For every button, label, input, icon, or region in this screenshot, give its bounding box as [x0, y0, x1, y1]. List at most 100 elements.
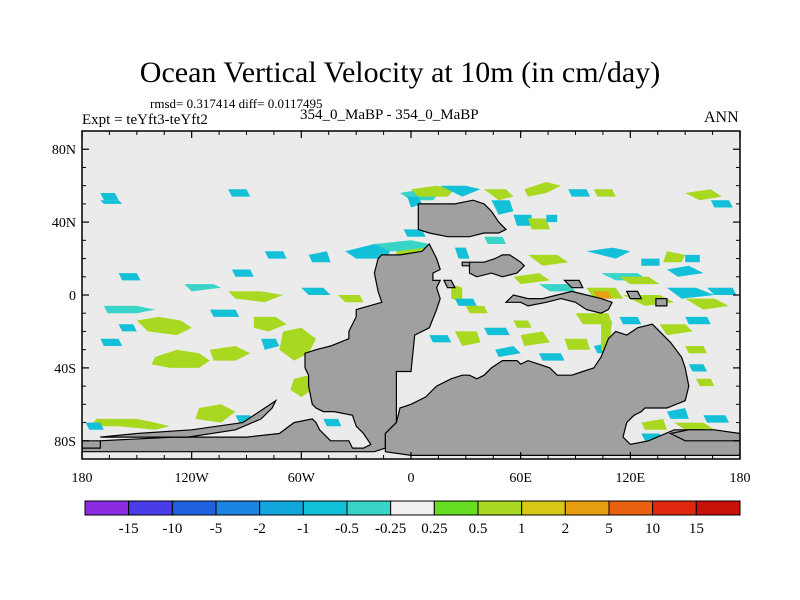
contour-patch: [546, 214, 558, 223]
y-tick-label: 40N: [52, 216, 76, 231]
contour-patch: [136, 316, 192, 336]
contour-patch: [308, 251, 331, 263]
colorbar-swatch: [259, 500, 304, 516]
contour-patch: [491, 200, 514, 215]
contour-patch: [528, 254, 569, 266]
contour-patch: [264, 251, 287, 259]
x-tick-label: 120W: [175, 471, 210, 486]
contour-patch: [513, 214, 532, 226]
x-tick-label: 60W: [288, 471, 316, 486]
contour-patch: [641, 258, 660, 266]
colorbar-swatch: [346, 500, 392, 516]
contour-patch: [663, 251, 686, 263]
colorbar-label: -5: [210, 521, 223, 537]
contour-patch: [666, 265, 704, 277]
contour-patch: [345, 244, 393, 259]
land-mask: [468, 254, 526, 278]
contour-patch: [484, 327, 510, 336]
case-label: 354_0_MaBP - 354_0_MaBP: [300, 107, 479, 123]
contour-patch: [231, 269, 254, 277]
contour-patch: [465, 305, 488, 314]
colorbar-label: 0.5: [469, 521, 488, 537]
land-mask: [82, 440, 101, 449]
contour-patch: [696, 378, 715, 387]
colorbar-swatch: [521, 500, 566, 516]
y-tick-label: 0: [69, 289, 76, 304]
contour-patch: [228, 189, 251, 197]
contour-patch: [593, 189, 616, 197]
contour-patch: [484, 189, 514, 201]
contour-patch: [575, 313, 613, 325]
contour-patch: [151, 349, 210, 368]
contour-patch: [429, 335, 452, 343]
land-mask: [100, 398, 278, 438]
contour-patch: [253, 316, 287, 332]
colorbar-label: 2: [562, 521, 570, 537]
contour-patch: [89, 418, 170, 430]
contour-patch: [484, 236, 506, 244]
x-tick-label: 180: [730, 471, 751, 486]
colorbar-swatch: [215, 500, 261, 516]
contour-patch: [564, 338, 591, 350]
contour-patch: [685, 298, 729, 310]
contour-patch: [454, 298, 477, 306]
land-mask: [668, 429, 740, 442]
contour-patch: [454, 331, 481, 346]
colorbar-label: -1: [297, 521, 310, 537]
contour-patch: [100, 338, 123, 346]
land-mask: [625, 290, 643, 300]
contour-patch: [520, 331, 550, 346]
contour-patch: [710, 200, 733, 208]
land-mask: [82, 242, 442, 453]
colorbar-swatch: [652, 500, 697, 516]
y-tick-label: 80N: [52, 143, 76, 158]
contour-patch: [411, 185, 455, 197]
contour-patch: [100, 193, 119, 201]
colorbar-swatch: [171, 500, 217, 516]
y-tick-label: 40S: [54, 362, 76, 377]
colorbar-swatch: [302, 500, 348, 516]
contour-patch: [538, 353, 565, 361]
colorbar-label: 10: [645, 521, 660, 537]
land-mask: [417, 199, 508, 238]
colorbar-swatch: [564, 500, 610, 516]
land-mask: [442, 279, 456, 289]
contour-patch: [513, 273, 550, 285]
land-mask: [461, 261, 471, 267]
contour-patch: [685, 316, 711, 325]
contour-patch: [261, 338, 280, 350]
contour-patch: [703, 415, 729, 423]
x-tick-label: 120E: [616, 471, 646, 486]
contour-patches: [85, 182, 737, 449]
contour-patch: [619, 316, 642, 325]
contour-patch: [451, 284, 463, 303]
contour-patch: [641, 418, 667, 430]
colorbar-label: -0.25: [375, 521, 406, 537]
contour-patch: [593, 291, 613, 299]
contour-patch: [209, 346, 251, 361]
colorbar-label: -15: [119, 521, 139, 537]
colorbar-swatch: [695, 500, 741, 516]
colorbar-swatch: [433, 500, 479, 516]
rmsd-diff-stats: rmsd= 0.317414 diff= 0.0117495: [150, 96, 323, 111]
contour-patch: [707, 287, 737, 295]
contour-patch: [323, 418, 342, 427]
colorbar-label: -10: [162, 521, 182, 537]
chart-title: Ocean Vertical Velocity at 10m (in cm/da…: [139, 56, 661, 89]
colorbar-label: 5: [605, 521, 613, 537]
y-tick-label: 80S: [54, 435, 76, 450]
contour-patch: [85, 422, 104, 430]
contour-patch: [666, 408, 689, 419]
colorbar-label: 15: [689, 521, 704, 537]
contour-patch: [337, 295, 364, 303]
contour-patch: [118, 273, 141, 281]
contour-patch: [184, 284, 221, 292]
colorbar-label: -2: [253, 521, 266, 537]
contour-patch: [454, 247, 470, 259]
x-tick-label: 0: [408, 471, 415, 486]
contour-patch: [568, 189, 591, 197]
land-mask: [384, 323, 740, 456]
x-tick-label: 180: [72, 471, 93, 486]
contour-patch: [103, 305, 156, 314]
